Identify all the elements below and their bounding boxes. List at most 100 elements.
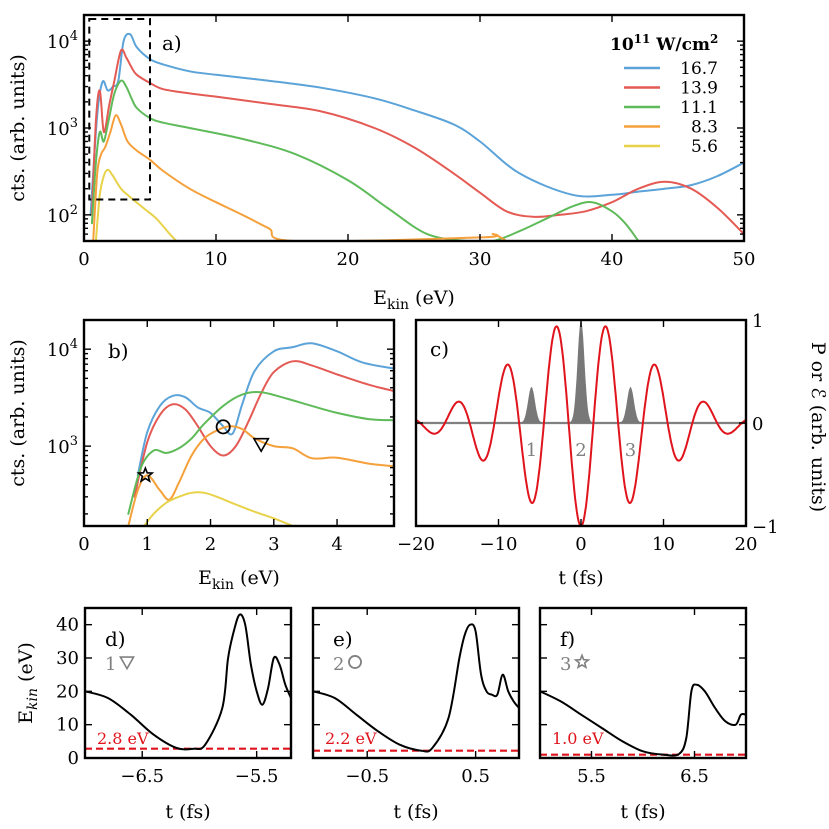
legend-label-5.6: 5.6 xyxy=(691,137,718,157)
x-axis-label: t (fs) xyxy=(558,567,603,589)
y-tick-label: −1 xyxy=(752,517,779,538)
legend-label-8.3: 8.3 xyxy=(691,118,718,138)
panel-a: 0 10 20 30 40 50 102 103 104 a) Ekin (eV) cts. (arb… xyxy=(7,13,756,313)
x-tick-label: 10 xyxy=(205,249,228,270)
y-tick-label: 104 xyxy=(47,29,78,53)
trajectory-group xyxy=(85,613,291,751)
x-tick-label: 40 xyxy=(601,249,624,270)
energy-trajectory-line xyxy=(85,613,291,751)
x-tick-label: 50 xyxy=(733,249,756,270)
series-line-16.7 xyxy=(136,342,394,477)
y-axis-label: Ekin (eV) xyxy=(15,642,41,724)
marker-star xyxy=(573,653,591,670)
y-tick-label: 10 xyxy=(56,715,79,736)
y-axis-label: P or ℰ (arb. units) xyxy=(807,342,829,512)
energy-trajectory-line xyxy=(313,623,519,753)
marker-index-label: 1 xyxy=(105,654,116,675)
x-tick-label: 0 xyxy=(78,249,89,270)
x-tick-label: 20 xyxy=(735,534,758,555)
panel-c: −20 −10 0 10 20−1011 2 3c)t (fs)P or ℰ (arb. u… xyxy=(397,311,829,589)
x-tick-label: 6.5 xyxy=(680,766,709,787)
y-axis-label: cts. (arb. units) xyxy=(7,339,29,487)
x-axis-label: t (fs) xyxy=(393,801,438,823)
energy-trajectory-line xyxy=(540,683,746,757)
panel-a-label: a) xyxy=(162,31,182,55)
y-tick-label: 0 xyxy=(68,748,79,769)
y-tick-label: 104 xyxy=(47,337,78,361)
x-tick-label: 0.5 xyxy=(461,766,490,787)
marker-index-label: 2 xyxy=(333,654,344,675)
y-tick-label: 40 xyxy=(56,615,79,636)
series-line-8.3 xyxy=(92,114,508,241)
y-tick-label: 103 xyxy=(47,116,78,140)
axes-frame xyxy=(311,606,521,760)
ionization-burst-3 xyxy=(617,386,644,423)
legend-title: 1011 W/cm2 xyxy=(610,32,718,55)
x-tick-label: 1 xyxy=(142,534,153,555)
x-tick-label: 10 xyxy=(652,534,675,555)
x-tick-label: 0 xyxy=(575,534,586,555)
burst-label-2: 2 xyxy=(575,440,586,461)
marker-triangle-down xyxy=(252,437,270,453)
y-tick-label: 1 xyxy=(752,311,763,332)
ionization-burst-1 xyxy=(518,386,545,423)
trajectory-group xyxy=(313,623,519,753)
x-tick-label: 4 xyxy=(331,534,342,555)
marker-triangle-down xyxy=(119,656,135,671)
inset-region-box xyxy=(88,17,151,201)
x-tick-label: 3 xyxy=(268,534,279,555)
y-axis-label: cts. (arb. units) xyxy=(7,54,29,202)
electric-field-line xyxy=(416,325,746,526)
x-axis-label: Ekin (eV) xyxy=(198,567,280,593)
x-tick-label: 0 xyxy=(78,534,89,555)
legend-label-16.7: 16.7 xyxy=(680,59,718,79)
series-group xyxy=(127,342,394,526)
x-tick-label: 2 xyxy=(205,534,216,555)
series-line-13.9 xyxy=(133,360,394,498)
x-tick-label: −20 xyxy=(397,534,435,555)
series-line-5.6 xyxy=(143,491,294,526)
x-tick-label: 5.5 xyxy=(577,766,606,787)
series-line-11.1 xyxy=(127,390,394,515)
series-line-8.3 xyxy=(127,425,394,526)
x-axis-label: t (fs) xyxy=(165,801,210,823)
threshold-label: 2.2 eV xyxy=(325,729,377,748)
trajectory-group xyxy=(540,683,746,757)
ionization-burst-2 xyxy=(567,320,595,423)
panel-e: −0.5 0.5 2.2 eV e) 2 t (fs) xyxy=(311,606,521,823)
burst-label-3: 3 xyxy=(625,440,636,461)
axes-frame xyxy=(82,318,396,528)
panel-c-label: c) xyxy=(430,337,449,361)
x-tick-label: −6.5 xyxy=(120,766,164,787)
x-tick-label: 20 xyxy=(337,249,360,270)
y-tick-label: 20 xyxy=(56,681,79,702)
axes-frame xyxy=(83,606,293,760)
y-tick-label: 102 xyxy=(47,203,78,227)
series-group xyxy=(89,32,744,241)
x-tick-label: −10 xyxy=(480,534,518,555)
x-tick-label: 30 xyxy=(469,249,492,270)
x-axis-label: t (fs) xyxy=(620,801,665,823)
threshold-label: 1.0 eV xyxy=(552,729,604,748)
series-line-5.6 xyxy=(94,168,178,241)
panel-b: 0 1 2 3 4 103 104 b) Ekin (eV) cts. (arb. units) xyxy=(7,318,396,593)
x-tick-label: −0.5 xyxy=(345,766,389,787)
x-axis-label: Ekin (eV) xyxy=(373,287,455,313)
legend-label-11.1: 11.1 xyxy=(680,98,718,118)
panel-c-plot xyxy=(416,320,746,526)
marker-star xyxy=(136,465,155,483)
y-tick-label: 0 xyxy=(752,414,763,435)
panel-e-label: e) xyxy=(333,627,353,651)
axes-frame xyxy=(538,606,748,760)
series-line-11.1 xyxy=(90,79,640,241)
series-line-13.9 xyxy=(90,48,744,236)
axes-frame xyxy=(82,13,746,243)
panel-f-label: f) xyxy=(560,627,575,651)
y-tick-label: 103 xyxy=(47,434,78,458)
marker-circle xyxy=(215,419,231,435)
y-tick-label: 30 xyxy=(56,648,79,669)
x-tick-label: −5.5 xyxy=(235,766,279,787)
panel-d: −6.5 −5.5 0 10 20 30 40 2.8 eV d) 1 t (fs) Ekin (eV… xyxy=(15,606,293,823)
panel-b-label: b) xyxy=(108,339,129,363)
